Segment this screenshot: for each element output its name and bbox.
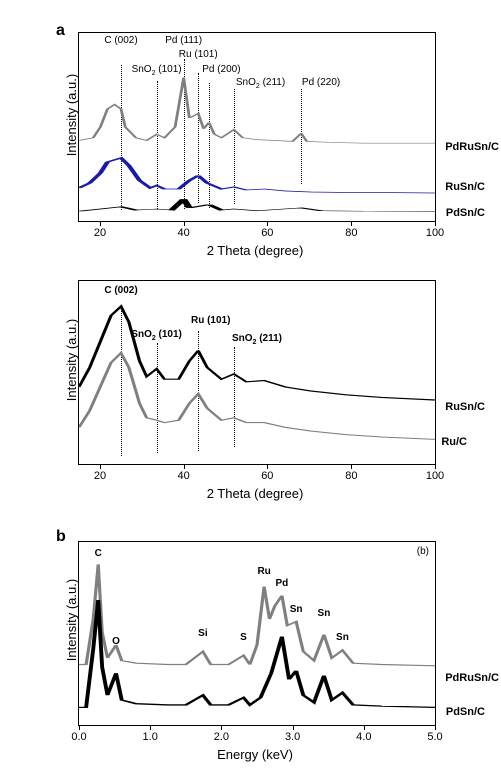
eds-sn1: Sn [290,604,303,615]
eds-pd: Pd [276,578,289,589]
peak-label-c002-2: C (002) [104,285,137,296]
peak-line-pd220 [301,89,302,184]
chart-3: (b) C O Si S Ru Pd Sn Sn Sn PdRuSn/C PdS… [78,541,436,726]
trace-rusn [79,153,435,203]
peak-label-ru101: Ru (101) [179,49,218,60]
peak-label-sno2-101-2: SnO2 (101) [131,329,182,342]
series-label-2: RuSn/C [445,181,485,193]
peak-line-sno2-101-2 [157,343,158,453]
chart2-xlabel: 2 Theta (degree) [175,486,335,501]
peak-label-sno2-211-2: SnO2 (211) [232,333,282,346]
peak-label-pd200: Pd (200) [202,64,240,75]
chart3-xlabel: Energy (keV) [175,747,335,762]
series-label-rusn-2: RuSn/C [445,401,485,413]
xtick: 5.0 [427,731,442,743]
xtick: 60 [261,470,273,482]
xtick: 40 [178,470,190,482]
xtick: 80 [345,227,357,239]
peak-label-c002: C (002) [104,35,137,46]
eds-sn3: Sn [336,632,349,643]
series-label-ru-2: Ru/C [441,436,467,448]
series-label-pdrusn-eds: PdRuSn/C [445,672,499,684]
peak-label-ru101-2: Ru (101) [191,315,230,326]
series-label-pdsn-eds: PdSn/C [446,706,485,718]
peak-label-pd111: Pd (111) [165,35,202,46]
chart-1: C (002) Pd (111) SnO2 (101) Ru (101) Pd … [78,32,436,222]
inset-label: (b) [417,546,429,557]
peak-line-pd111 [184,59,185,209]
peak-line-ru101-2 [198,331,199,451]
series-label-3: PdSn/C [446,207,485,219]
xtick: 20 [94,470,106,482]
xtick: 4.0 [356,731,371,743]
xtick: 40 [178,227,190,239]
trace-rusn-2 [79,296,435,426]
chart-2: C (002) SnO2 (101) Ru (101) SnO2 (211) R… [78,280,436,465]
peak-line-sno2-211 [234,89,235,204]
xtick: 80 [345,470,357,482]
peak-line-pd200 [209,83,210,208]
eds-s: S [240,632,247,643]
panel-a-label: a [56,22,65,40]
xtick: 100 [426,470,444,482]
xtick: 100 [426,227,444,239]
chart1-ylabel: Intensity (a.u.) [64,55,79,175]
chart2-ylabel: Intensity (a.u.) [64,300,79,420]
xtick: 1.0 [143,731,158,743]
peak-line-c002 [121,65,122,210]
xtick: 3.0 [285,731,300,743]
peak-label-sno2-101: SnO2 (101) [132,64,182,77]
peak-line-sno2-211-2 [234,347,235,447]
chart1-xlabel: 2 Theta (degree) [175,243,335,258]
series-label-1: PdRuSn/C [445,141,499,153]
chart3-ylabel: Intensity (a.u.) [64,560,79,680]
eds-sn2: Sn [318,608,331,619]
panel-b-label: b [56,528,66,546]
xtick: 20 [94,227,106,239]
xtick: 60 [261,227,273,239]
trace-pdsn-eds [79,600,435,722]
eds-si: Si [198,628,207,639]
trace-pdsn [79,198,435,220]
trace-ru-2 [79,341,435,461]
eds-o: O [112,636,120,647]
xtick: 2.0 [214,731,229,743]
peak-line-ru101 [198,73,199,203]
peak-line-c002-2 [121,311,122,456]
eds-c: C [95,548,102,559]
peak-label-sno2-211: SnO2 (211) [236,77,285,90]
xtick: 0.0 [71,731,86,743]
peak-label-pd220: Pd (220) [302,77,340,88]
peak-line-sno2-101 [157,81,158,209]
eds-ru: Ru [257,566,270,577]
